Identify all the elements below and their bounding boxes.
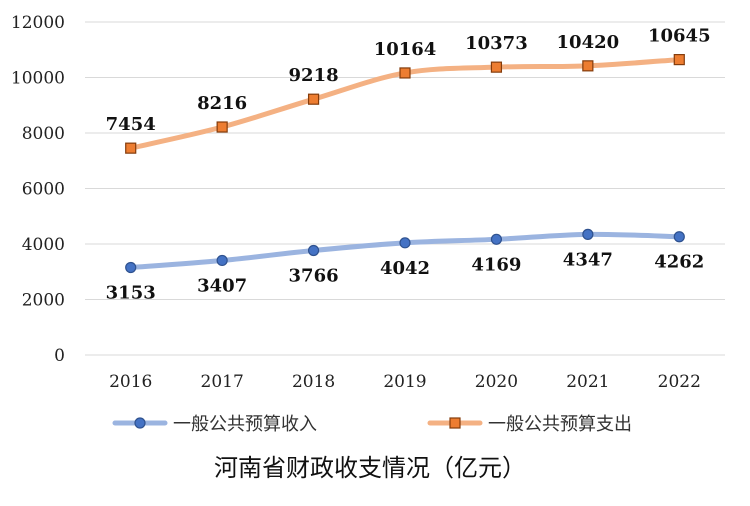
data-label: 7454 [106, 114, 156, 135]
data-point [582, 60, 594, 72]
x-tick-label: 2020 [475, 372, 518, 392]
data-label: 3153 [106, 283, 156, 304]
data-point [582, 228, 594, 240]
data-label: 4169 [471, 254, 521, 275]
legend-item-0: 一般公共预算收入 [112, 414, 317, 435]
y-tick-label: 12000 [11, 13, 65, 33]
y-tick-label: 4000 [22, 235, 65, 255]
chart-title: 河南省财政收支情况（亿元） [214, 454, 526, 482]
data-point [125, 142, 137, 154]
data-label: 10373 [465, 33, 528, 54]
data-point [490, 61, 503, 73]
data-point [399, 237, 411, 249]
data-label: 3407 [197, 275, 247, 296]
data-point [673, 231, 685, 243]
data-label: 3766 [289, 265, 339, 286]
x-tick-label: 2016 [109, 372, 152, 392]
legend-marker [134, 417, 146, 429]
data-point [399, 67, 411, 79]
data-label: 4347 [563, 249, 613, 270]
data-point [125, 261, 137, 274]
data-label: 10164 [374, 39, 437, 60]
data-label: 4262 [654, 252, 704, 273]
data-label: 9218 [289, 65, 339, 86]
x-tick-label: 2021 [566, 372, 609, 392]
tick-layer: 0 2000 4000 6000 8000 10000 12000 2016 2017 2018 2… [11, 13, 701, 392]
y-tick-label: 0 [54, 346, 65, 366]
legend-label: 一般公共预算收入 [173, 414, 317, 435]
data-label: 10420 [557, 32, 620, 53]
data-point [673, 54, 685, 66]
label-layer: 3153 3407 3766 4042 4169 4347 4262 7454 8216 9218… [106, 26, 711, 304]
legend: 一般公共预算收入 一般公共预算支出 [112, 414, 632, 435]
data-label: 8216 [197, 93, 247, 114]
data-label: 10645 [648, 26, 711, 47]
data-point [307, 93, 320, 105]
data-point [490, 233, 503, 245]
y-tick-label: 10000 [11, 69, 65, 89]
legend-marker [449, 417, 461, 429]
data-label: 4042 [380, 258, 430, 279]
x-tick-label: 2018 [292, 372, 335, 392]
series-layer [125, 54, 685, 274]
x-tick-label: 2019 [383, 372, 426, 392]
data-point [307, 244, 320, 257]
y-tick-label: 2000 [22, 291, 65, 311]
legend-label: 一般公共预算支出 [488, 414, 632, 435]
legend-item-1: 一般公共预算支出 [427, 414, 632, 435]
data-point [216, 254, 228, 267]
data-point [216, 121, 228, 133]
x-tick-label: 2022 [658, 372, 701, 392]
y-tick-label: 8000 [22, 124, 65, 144]
y-tick-label: 6000 [22, 180, 65, 200]
x-tick-label: 2017 [201, 372, 244, 392]
